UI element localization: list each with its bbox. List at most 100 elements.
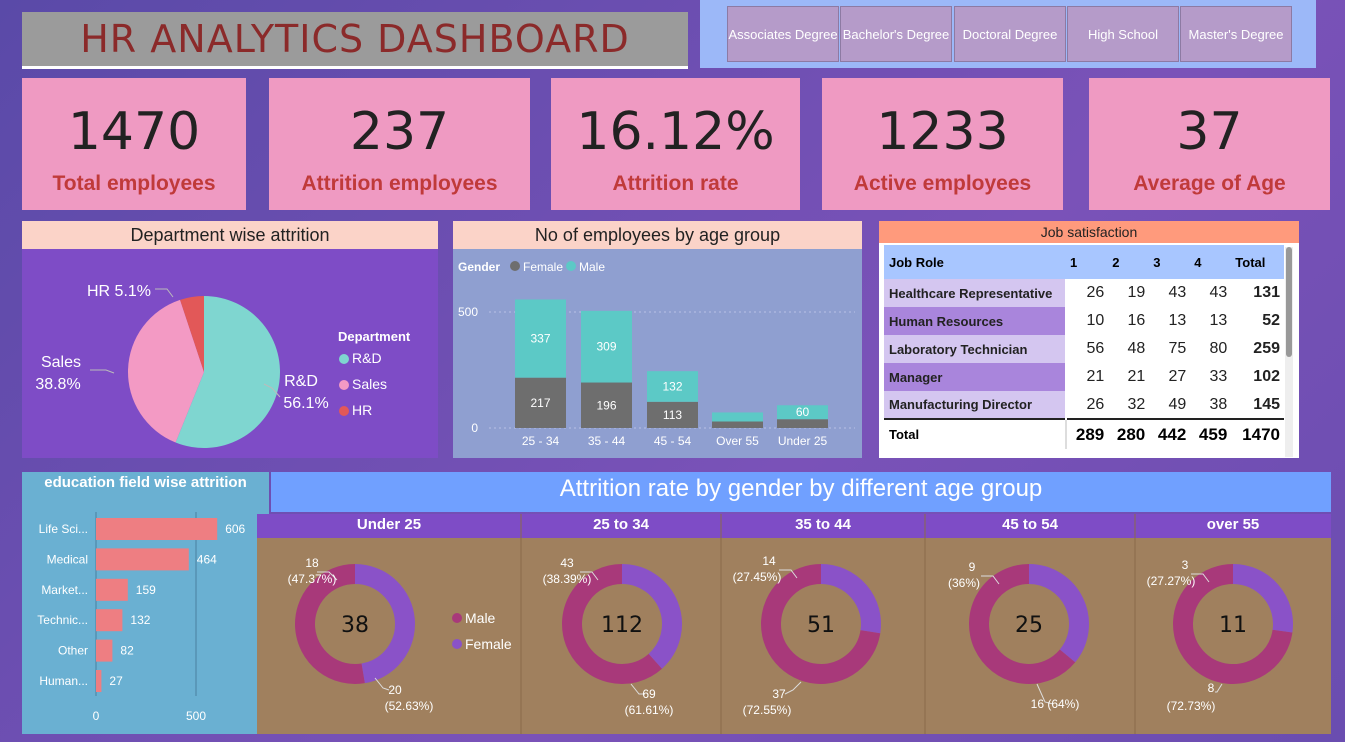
data-label: 196 [596,398,616,412]
job-satisfaction-panel[interactable]: Job satisfaction Job Role 1 2 3 4 Total … [879,221,1299,458]
data-label: 82 [120,644,134,658]
table-cell: 145 [1253,395,1280,413]
bar [96,518,218,540]
column-header: 4 [1194,254,1202,270]
table-cell: 131 [1253,284,1280,301]
x-tick-label: 0 [93,709,100,723]
title-bar: HR ANALYTICS DASHBOARD [22,12,688,69]
scrollbar-thumb[interactable] [1286,247,1292,357]
donut-group-title: over 55 [1207,516,1260,533]
legend-label: Sales [352,376,387,392]
x-tick-label: Under 25 [778,434,828,448]
data-label-female: 18 [305,556,319,570]
data-label: 132 [130,613,150,627]
kpi-attrition-employees: 237 Attrition employees [269,78,530,210]
table-row: Human Resources 10 16 13 13 52 [884,307,1284,335]
job-satisfaction-table: Job Role 1 2 3 4 Total Healthcare Repres… [884,245,1284,449]
pie-label-rd: R&D [284,373,318,390]
pie-pct-rd: 56.1% [283,395,328,412]
total-cell: 1470 [1242,424,1280,444]
leader-line-sales [90,369,115,374]
bar [96,639,113,662]
education-slicer: Associates Degree Bachelor's Degree Doct… [700,0,1316,68]
table-cell: 80 [1209,340,1228,357]
table-cell: 52 [1262,312,1280,329]
table-cell: 10 [1086,312,1105,329]
kpi-total-employees: 1470 Total employees [22,78,246,210]
job-role-cell: Manufacturing Director [884,391,1067,419]
pie-slice-rd [175,296,280,448]
department-attrition-panel[interactable]: Department wise attrition HR 5.1% Sales … [22,221,438,458]
bar-male [712,412,763,422]
kpi-attrition-rate: 16.12% Attrition rate [551,78,800,210]
leader-line-male [630,683,645,695]
x-tick-label: 45 - 54 [654,434,692,448]
kpi-average-age: 37 Average of Age [1089,78,1330,210]
donut-segment-female [354,564,415,684]
donut-segment-female [1028,564,1089,663]
column-header: 3 [1153,254,1161,270]
table-cell: 21 [1086,368,1105,385]
slicer-bachelors[interactable]: Bachelor's Degree [840,6,952,62]
bar-female [581,382,632,428]
bar-female [712,421,763,428]
donut-center-total: 25 [1015,613,1043,638]
donut-segment-male [295,564,365,684]
legend-label: Female [523,260,563,274]
legend-marker [339,380,349,390]
education-field-panel[interactable]: education field wise attrition 0 500 Life… [22,472,269,734]
y-tick-label: Technic... [37,613,88,627]
kpi-label: Attrition employees [301,172,498,195]
education-bar-chart: 0 500 Life Sci... 606 Medical 464 Market... 15… [37,512,246,723]
x-tick-label: 35 - 44 [588,434,626,448]
chart-title: No of employees by age group [453,221,862,249]
kpi-label: Total employees [52,172,216,195]
pie-slice-hr [180,296,204,372]
column-header: 1 [1070,254,1078,270]
slicer-high-school[interactable]: High School [1067,6,1179,62]
leader-line-male [1215,683,1223,693]
data-label-female: 3 [1182,558,1189,572]
legend-marker [339,406,349,416]
y-tick-label: Human... [39,674,88,688]
age-group-bar-chart: Gender Female Male 0 500 217 337 196 309 113 13… [458,260,855,448]
data-label-male: (72.55%) [743,703,792,717]
gender-attrition-header: Attrition rate by gender by different ag… [271,472,1331,512]
column-header: 2 [1112,254,1120,270]
table-cell: 33 [1209,368,1228,385]
leader-line-female [580,571,599,581]
data-label: 132 [662,379,682,393]
slicer-associates[interactable]: Associates Degree [727,6,839,62]
legend-marker [339,354,349,364]
slicer-masters[interactable]: Master's Degree [1180,6,1292,62]
donut-group-title: 45 to 54 [1002,516,1059,533]
kpi-value: 1470 [67,102,201,162]
x-tick-label: 25 - 34 [522,434,560,448]
total-cell: 289 [1075,424,1105,444]
leader-line-male [784,681,802,695]
data-label-male: 37 [772,687,786,701]
chart-title: Job satisfaction [879,221,1299,243]
kpi-value: 1233 [876,102,1009,162]
table-total-row: Total 289 280 442 459 1470 [884,419,1284,449]
table-cell: 48 [1127,340,1146,357]
y-tick-label: Other [58,644,88,658]
bar [96,548,189,571]
kpi-value: 37 [1176,102,1243,162]
data-label-male: 20 [388,683,402,697]
data-label: 60 [796,405,810,419]
leader-line-female [779,569,798,579]
leader-line-male [1036,683,1054,705]
job-role-cell: Healthcare Representative [884,279,1067,307]
slicer-doctoral[interactable]: Doctoral Degree [954,6,1066,62]
table-scrollbar[interactable] [1285,247,1293,457]
table-cell: 13 [1168,312,1187,329]
data-label-male: (52.63%) [385,699,434,713]
age-group-panel[interactable]: No of employees by age group Gender Fema… [453,221,862,458]
table-cell: 26 [1086,284,1105,301]
y-tick-label: 0 [471,421,478,435]
total-cell: 442 [1157,424,1187,444]
legend-marker [452,639,462,649]
leader-line-hr [155,288,174,298]
